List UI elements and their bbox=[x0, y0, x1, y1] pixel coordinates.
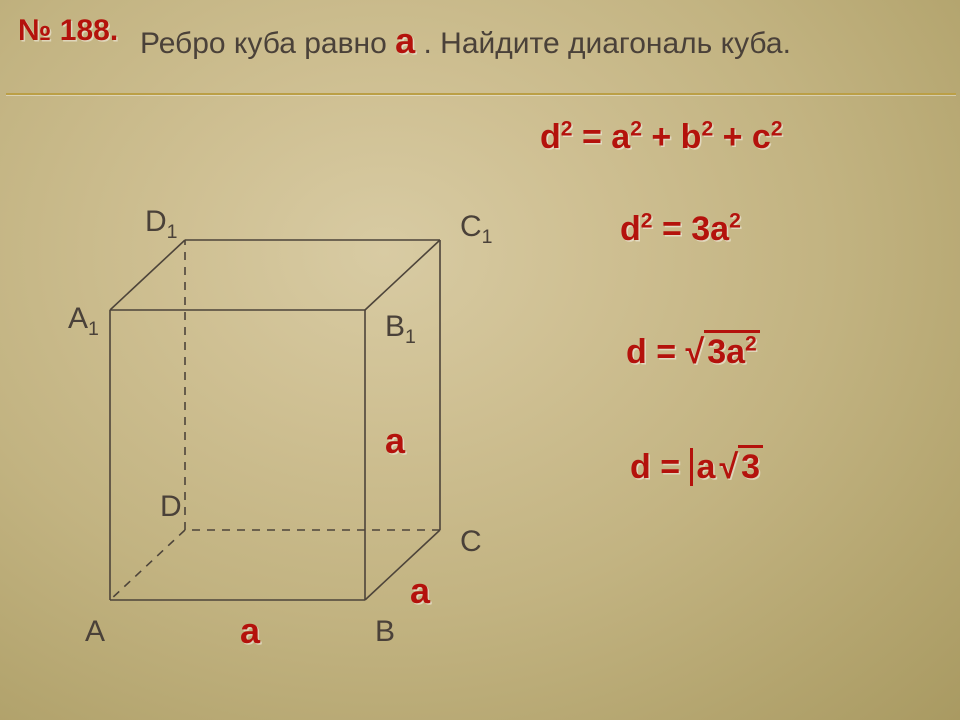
vertex-label-D1: D1 bbox=[145, 205, 178, 239]
statement-pre: Ребро куба равно bbox=[140, 27, 395, 60]
statement-variable: а bbox=[395, 20, 415, 61]
vertex-label-A: A bbox=[85, 615, 105, 649]
statement-post: . Найдите диагональ куба. bbox=[424, 27, 791, 60]
vertex-label-A1: A1 bbox=[68, 302, 99, 336]
problem-number: № 188. bbox=[18, 14, 118, 48]
edge-label-1: а bbox=[410, 570, 430, 612]
divider-line bbox=[6, 93, 956, 96]
vertex-label-B1: B1 bbox=[385, 310, 416, 344]
formula-2: d = √ 3a2 bbox=[626, 330, 760, 372]
vertex-label-C1: C1 bbox=[460, 210, 493, 244]
cube-diagram bbox=[110, 210, 470, 630]
edge-label-2: а bbox=[385, 420, 405, 462]
vertex-label-B: B bbox=[375, 615, 395, 649]
edge-label-0: а bbox=[240, 610, 260, 652]
formula-0: d2 = a2 + b2 + c2 bbox=[540, 118, 783, 157]
vertex-label-C: C bbox=[460, 525, 482, 559]
formula-1: d2 = 3a2 bbox=[620, 210, 741, 249]
problem-statement: Ребро куба равно а . Найдите диагональ к… bbox=[140, 20, 791, 62]
vertex-label-D: D bbox=[160, 490, 182, 524]
formula-3: d = a√ 3 bbox=[630, 445, 763, 487]
